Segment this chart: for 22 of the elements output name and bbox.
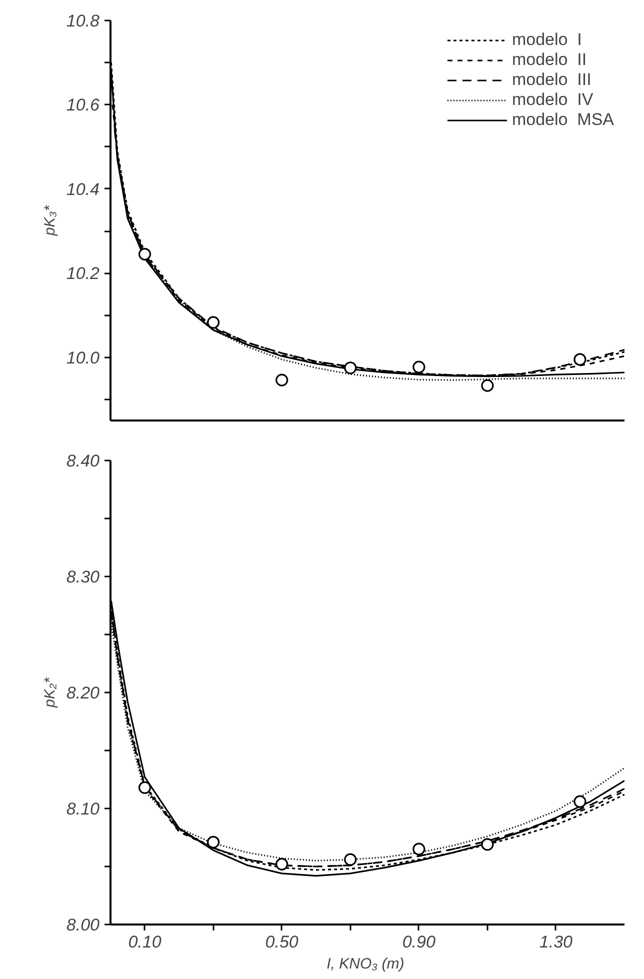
x-tick-label: 1.30: [539, 932, 574, 952]
x-tick-label: 0.10: [128, 932, 162, 952]
y-tick-label: 8.00: [66, 916, 100, 934]
y-tick-label: 10.6: [66, 96, 100, 115]
legend-label: modelo IV: [512, 90, 594, 110]
x-tick-label: 0.90: [402, 932, 436, 952]
x-tick-label: 0.50: [265, 932, 299, 952]
y-axis-title: pK₃*: [41, 204, 58, 237]
legend-label: modelo I: [512, 30, 582, 50]
y-tick-label: 8.40: [66, 452, 100, 470]
y-tick-label: 8.30: [66, 568, 100, 586]
y-tick-label: 8.10: [66, 800, 100, 818]
y-tick-label: 10.8: [66, 12, 100, 30]
x-axis-title: I, KNO₃ (m): [326, 956, 404, 972]
y-tick-label: 10.2: [66, 264, 100, 284]
y-tick-label: 10.0: [66, 348, 100, 368]
legend-label: modelo III: [512, 70, 592, 90]
legend-label: modelo MSA: [512, 110, 614, 130]
y-tick-label: 8.20: [66, 684, 100, 702]
y-tick-label: 10.4: [66, 180, 100, 199]
legend-label: modelo II: [512, 50, 587, 70]
y-axis-title: pK₂*: [41, 676, 58, 708]
